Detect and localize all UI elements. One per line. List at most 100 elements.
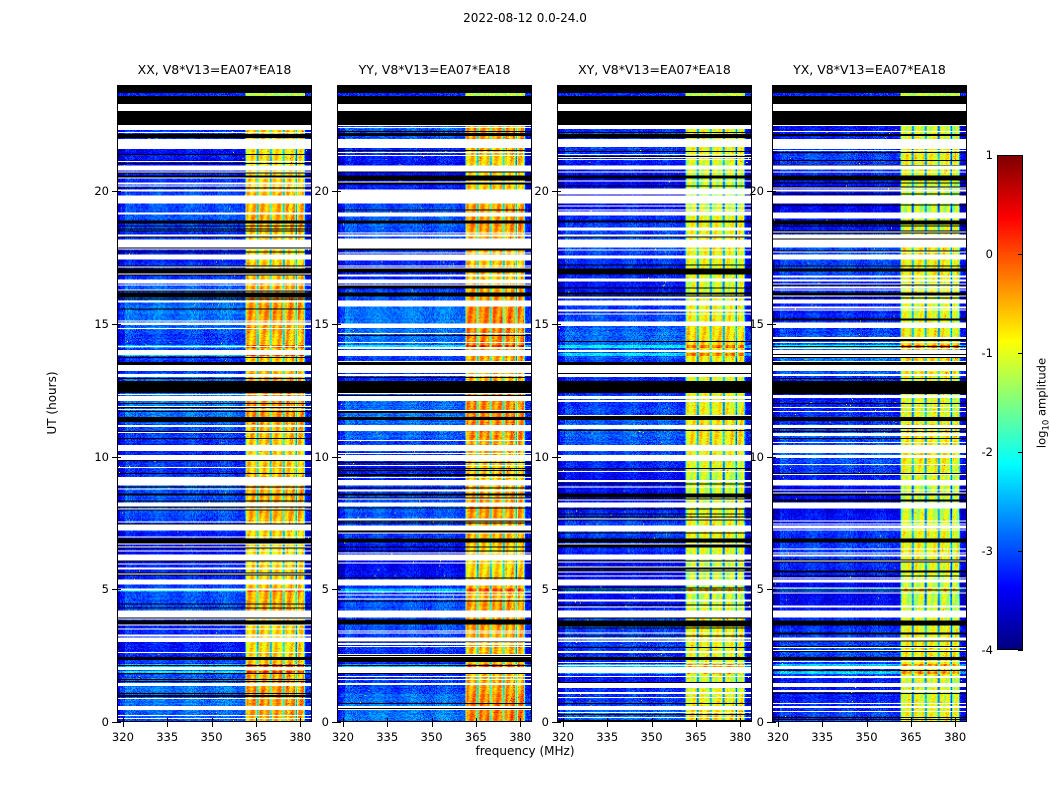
y-tick-mark-inner — [772, 191, 776, 193]
x-tick-label: 350 — [200, 730, 223, 744]
y-tick-mark — [552, 323, 557, 325]
y-tick-label: 10 — [534, 449, 549, 464]
y-tick-label: 5 — [756, 582, 764, 597]
x-tick-mark-inner — [651, 718, 653, 722]
heatmap-panel-yy[interactable] — [337, 85, 532, 722]
heatmap-panel-xx[interactable] — [117, 85, 312, 722]
x-tick-mark-inner — [822, 718, 824, 722]
x-tick-mark — [387, 722, 389, 727]
y-tick-mark — [332, 589, 337, 591]
x-tick-mark — [607, 722, 609, 727]
x-tick-mark-inner — [431, 718, 433, 722]
colorbar-tick-mark — [1018, 254, 1023, 255]
x-tick-label: 335 — [156, 730, 179, 744]
y-tick-mark-inner — [557, 456, 561, 458]
y-tick-label: 15 — [314, 316, 329, 331]
x-tick-label: 350 — [640, 730, 663, 744]
x-tick-mark-inner — [520, 718, 522, 722]
y-tick-label: 20 — [94, 184, 109, 199]
y-tick-mark-inner — [772, 722, 776, 723]
y-tick-label: 0 — [101, 715, 109, 729]
x-tick-mark — [342, 722, 344, 727]
y-tick-label: 15 — [534, 316, 549, 331]
y-tick-mark-inner — [337, 589, 341, 591]
y-tick-mark — [767, 456, 772, 458]
colorbar-tick-mark — [1018, 452, 1023, 453]
x-tick-mark — [300, 722, 302, 727]
x-tick-label: 380 — [944, 730, 967, 744]
heatmap-image-xx — [118, 86, 311, 721]
x-tick-mark — [651, 722, 653, 727]
x-tick-mark-inner — [300, 718, 302, 722]
y-tick-mark-inner — [557, 589, 561, 591]
x-tick-mark-inner — [342, 718, 344, 722]
y-tick-label: 15 — [94, 316, 109, 331]
x-tick-label: 380 — [289, 730, 312, 744]
x-tick-mark-inner — [211, 718, 213, 722]
y-tick-mark — [767, 589, 772, 591]
x-tick-label: 335 — [376, 730, 399, 744]
x-tick-mark — [255, 722, 257, 727]
y-tick-mark-inner — [117, 323, 121, 325]
colorbar-tick-label: -1 — [981, 346, 993, 360]
y-tick-mark — [112, 191, 117, 193]
y-tick-mark-inner — [117, 589, 121, 591]
x-tick-label: 365 — [684, 730, 707, 744]
y-tick-mark-inner — [557, 191, 561, 193]
y-tick-mark-inner — [117, 456, 121, 458]
y-tick-mark-inner — [337, 191, 341, 193]
y-tick-label: 5 — [101, 582, 109, 597]
x-tick-label: 380 — [729, 730, 752, 744]
x-tick-mark — [740, 722, 742, 727]
colorbar-tick-label: -4 — [981, 643, 993, 657]
x-tick-mark — [167, 722, 169, 727]
colorbar-gradient — [998, 156, 1022, 649]
x-tick-mark-inner — [955, 718, 957, 722]
y-tick-mark — [552, 722, 557, 723]
colorbar-label-tail: amplitude — [1034, 357, 1049, 420]
y-axis-label: UT (hours) — [45, 371, 59, 435]
y-tick-mark-inner — [772, 323, 776, 325]
y-tick-mark-inner — [117, 722, 121, 723]
colorbar-label: log10 amplitude — [1034, 358, 1050, 448]
panel-title-xy: XY, V8*V13=EA07*EA18 — [578, 62, 731, 77]
x-tick-label: 320 — [331, 730, 354, 744]
y-tick-mark-inner — [337, 722, 341, 723]
y-tick-mark — [767, 323, 772, 325]
heatmap-panel-yx[interactable] — [772, 85, 967, 722]
y-tick-mark — [332, 722, 337, 723]
x-tick-mark — [866, 722, 868, 727]
x-tick-mark-inner — [695, 718, 697, 722]
y-tick-mark — [552, 589, 557, 591]
heatmap-image-yy — [338, 86, 531, 721]
x-tick-label: 350 — [420, 730, 443, 744]
x-tick-mark-inner — [866, 718, 868, 722]
colorbar-tick-label: -2 — [981, 445, 993, 459]
y-tick-mark-inner — [557, 323, 561, 325]
x-tick-mark-inner — [607, 718, 609, 722]
x-tick-mark — [562, 722, 564, 727]
y-tick-mark — [552, 456, 557, 458]
x-tick-mark-inner — [777, 718, 779, 722]
figure-suptitle: 2022-08-12 0.0-24.0 — [463, 11, 587, 25]
y-tick-label: 5 — [541, 582, 549, 597]
x-tick-mark — [475, 722, 477, 727]
colorbar[interactable] — [997, 155, 1023, 650]
y-tick-mark-inner — [337, 456, 341, 458]
y-tick-label: 10 — [94, 449, 109, 464]
x-tick-label: 365 — [244, 730, 267, 744]
y-tick-label: 0 — [541, 715, 549, 729]
x-tick-mark-inner — [122, 718, 124, 722]
x-tick-mark-inner — [562, 718, 564, 722]
panel-title-yy: YY, V8*V13=EA07*EA18 — [358, 62, 511, 77]
x-tick-mark-inner — [167, 718, 169, 722]
x-tick-mark — [520, 722, 522, 727]
x-tick-label: 365 — [464, 730, 487, 744]
x-tick-mark — [695, 722, 697, 727]
x-tick-label: 320 — [766, 730, 789, 744]
x-tick-mark — [211, 722, 213, 727]
x-tick-mark — [955, 722, 957, 727]
y-tick-mark — [112, 456, 117, 458]
panel-title-xx: XX, V8*V13=EA07*EA18 — [137, 62, 292, 77]
heatmap-panel-xy[interactable] — [557, 85, 752, 722]
